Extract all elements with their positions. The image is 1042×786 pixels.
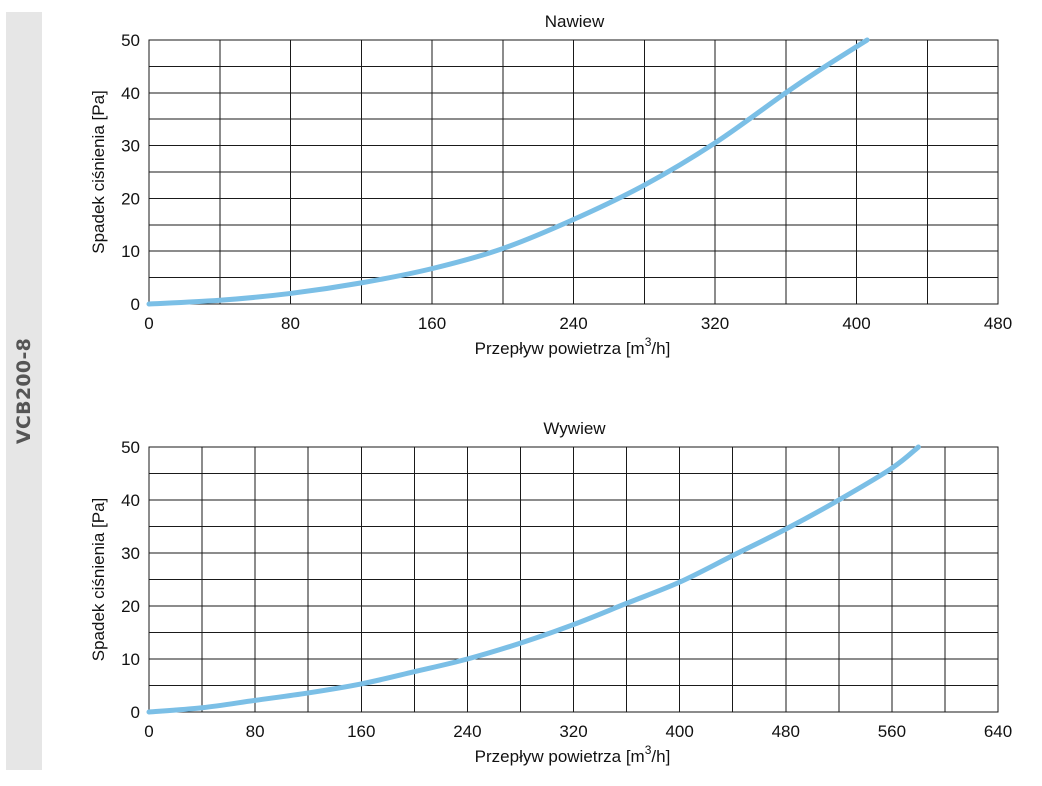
x-tick-label: 480 (772, 722, 800, 741)
x-tick-label: 320 (701, 314, 729, 333)
series-line-1 (146, 444, 921, 715)
y-tick-label: 50 (121, 438, 140, 457)
x-axis-label: Przepływ powietrza [m3/h] (475, 335, 671, 358)
y-axis-label: Spadek ciśnienia [Pa] (89, 498, 108, 662)
y-axis-label: Spadek ciśnienia [Pa] (89, 90, 108, 254)
y-tick-label: 0 (131, 703, 140, 722)
y-tick-label: 40 (121, 84, 140, 103)
y-tick-label: 10 (121, 650, 140, 669)
chart-title: Wywiew (543, 419, 606, 438)
x-tick-label: 80 (246, 722, 265, 741)
x-axis-label-main: Przepływ powietrza [m (475, 747, 645, 766)
x-tick-label: 560 (878, 722, 906, 741)
side-band (6, 12, 42, 770)
plot-frame (148, 446, 999, 713)
chart-2: 0 80 160 240 320 400 480 560 640 0 10 20 30 40 50 Wywie… (89, 419, 1012, 766)
chart-title: Nawiew (545, 12, 605, 31)
x-axis-label-unit: /h] (651, 747, 670, 766)
x-tick-label: 640 (984, 722, 1012, 741)
x-tick-label: 320 (559, 722, 587, 741)
y-tick-label: 20 (121, 597, 140, 616)
x-axis-label-unit: /h] (651, 339, 670, 358)
x-tick-label: 400 (665, 722, 693, 741)
x-tick-label: 160 (418, 314, 446, 333)
x-tick-label: 480 (984, 314, 1012, 333)
y-tick-label: 40 (121, 491, 140, 510)
plot-frame (148, 39, 999, 305)
x-tick-label: 160 (347, 722, 375, 741)
y-tick-label: 0 (131, 295, 140, 314)
x-axis-label-superscript: 3 (645, 335, 652, 349)
x-tick-label: 240 (559, 314, 587, 333)
y-tick-label: 10 (121, 242, 140, 261)
x-axis-label-superscript: 3 (645, 743, 652, 757)
x-tick-label: 80 (281, 314, 300, 333)
x-tick-label: 240 (453, 722, 481, 741)
y-tick-label: 20 (121, 189, 140, 208)
y-tick-label: 30 (121, 137, 140, 156)
x-tick-label: 0 (144, 722, 153, 741)
x-axis-label-main: Przepływ powietrza [m (475, 339, 645, 358)
chart-1: 0 80 160 240 320 400 480 0 10 20 30 40 50 Nawiew Przep… (89, 12, 1012, 358)
x-tick-label: 0 (144, 314, 153, 333)
y-tick-label: 50 (121, 31, 140, 50)
y-tick-label: 30 (121, 544, 140, 563)
series-line-1 (146, 37, 870, 307)
x-tick-label: 400 (842, 314, 870, 333)
x-axis-label: Przepływ powietrza [m3/h] (475, 743, 671, 766)
